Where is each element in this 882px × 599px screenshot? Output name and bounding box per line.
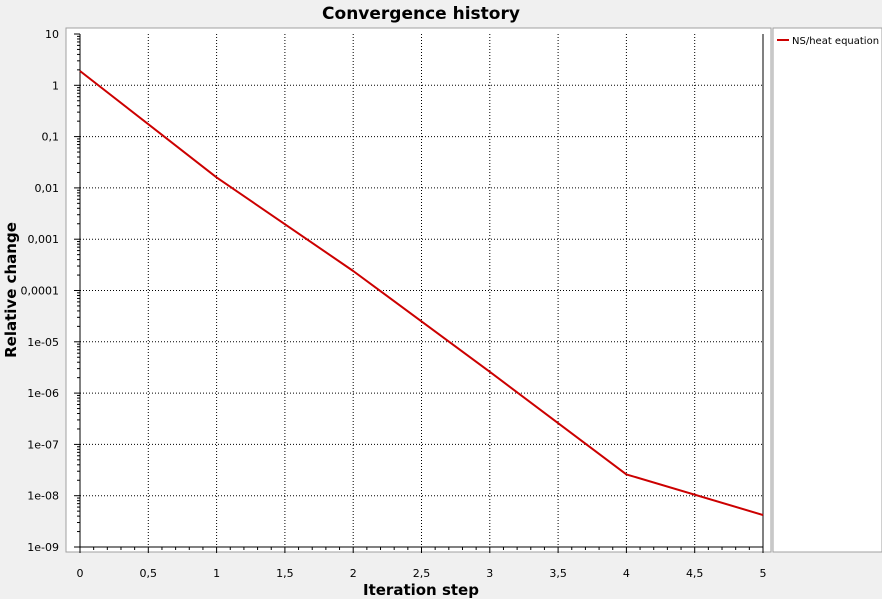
legend-label: NS/heat equation [792,36,879,47]
y-tick-label: 1e-05 [27,336,59,349]
x-tick-label: 1 [213,567,220,580]
x-tick-label: 1,5 [276,567,294,580]
x-tick-label: 4,5 [686,567,704,580]
y-tick-label: 1 [52,79,59,92]
y-tick-label: 1e-06 [27,387,59,400]
y-tick-label: 0,0001 [21,285,60,298]
x-tick-label: 0 [77,567,84,580]
x-axis-ticks: 0 0,5 1 1,5 2 2,5 3 3,5 4 4,5 5 [77,547,767,580]
y-tick-label: 10 [45,28,59,41]
x-tick-label: 5 [760,567,767,580]
x-tick-label: 3,5 [549,567,567,580]
x-tick-label: 4 [623,567,630,580]
chart-title: Convergence history [322,4,520,24]
legend: NS/heat equation [772,27,882,553]
x-tick-label: 3 [486,567,493,580]
x-tick-label: 2 [350,567,357,580]
y-axis-ticks: 10 1 0,1 0,01 0,001 0,0001 1e-05 1e-06 1e-07 1e-0… [21,28,80,554]
x-tick-label: 2,5 [413,567,431,580]
plot-area [80,34,763,547]
y-tick-label: 0,1 [42,131,60,144]
y-tick-label: 1e-09 [27,541,59,554]
series-line [79,70,764,516]
legend-box [772,27,882,553]
x-tick-label: 0,5 [140,567,158,580]
y-tick-label: 0,01 [35,182,60,195]
y-tick-label: 0,001 [28,233,60,246]
y-tick-label: 1e-08 [27,490,59,503]
series-layer [79,70,764,516]
y-axis-label: Relative change [2,222,20,358]
x-axis-label: Iteration step [363,581,479,599]
y-tick-label: 1e-07 [27,438,59,451]
